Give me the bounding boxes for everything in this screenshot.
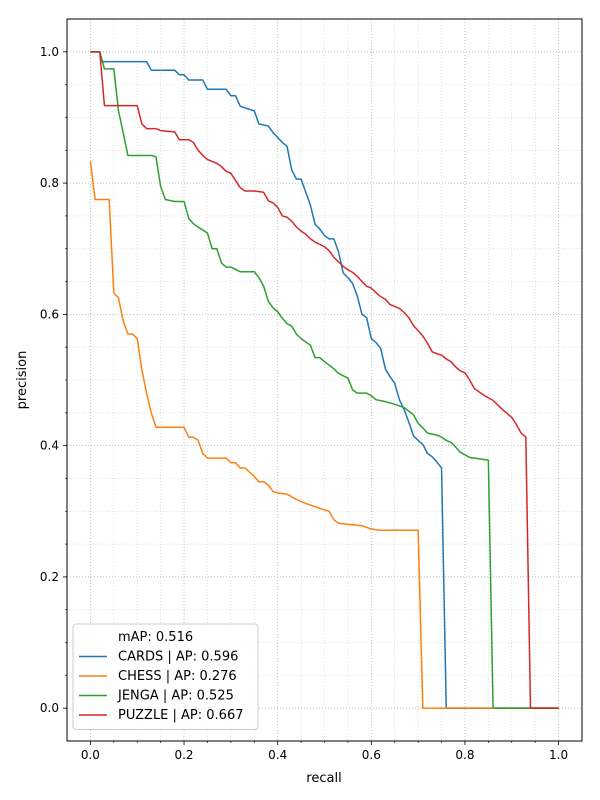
y-tick-label: 0.4 [40, 439, 59, 453]
x-axis-label: recall [306, 771, 341, 786]
series-line-0 [90, 51, 559, 709]
legend-entry-3: PUZZLE | AP: 0.667 [118, 708, 244, 723]
series-line-3 [90, 51, 559, 709]
y-tick-label: 0.0 [40, 701, 59, 715]
x-tick-label: 0.8 [455, 748, 474, 762]
legend-entry-0: CARDS | AP: 0.596 [118, 650, 238, 665]
x-tick-label: 1.0 [549, 748, 568, 762]
legend-box [72, 623, 259, 730]
x-tick-label: 0.2 [174, 748, 193, 762]
legend-header: mAP: 0.516 [118, 630, 193, 645]
series-line-1 [89, 161, 559, 709]
y-tick-label: 1.0 [40, 45, 59, 59]
series-line-2 [90, 51, 559, 709]
x-tick-label: 0.4 [268, 748, 287, 762]
legend: mAP: 0.516 CARDS | AP: 0.596 CHESS | AP: 0… [72, 623, 259, 730]
legend-entry-2: JENGA | AP: 0.525 [117, 689, 234, 704]
series-lines [89, 51, 559, 709]
y-tick-label: 0.6 [40, 307, 59, 321]
y-tick-label: 0.2 [40, 570, 59, 584]
y-axis-label: precision [15, 351, 30, 410]
legend-entry-1: CHESS | AP: 0.276 [118, 669, 237, 684]
axis-ticks: 0.0 0.2 0.4 0.6 0.8 1.0 0.0 0.2 0.4 0.6 0.8 1.0 [40, 45, 568, 762]
grid [66, 18, 583, 742]
y-tick-label: 0.8 [40, 176, 59, 190]
x-tick-label: 0.6 [362, 748, 381, 762]
x-tick-label: 0.0 [81, 748, 100, 762]
